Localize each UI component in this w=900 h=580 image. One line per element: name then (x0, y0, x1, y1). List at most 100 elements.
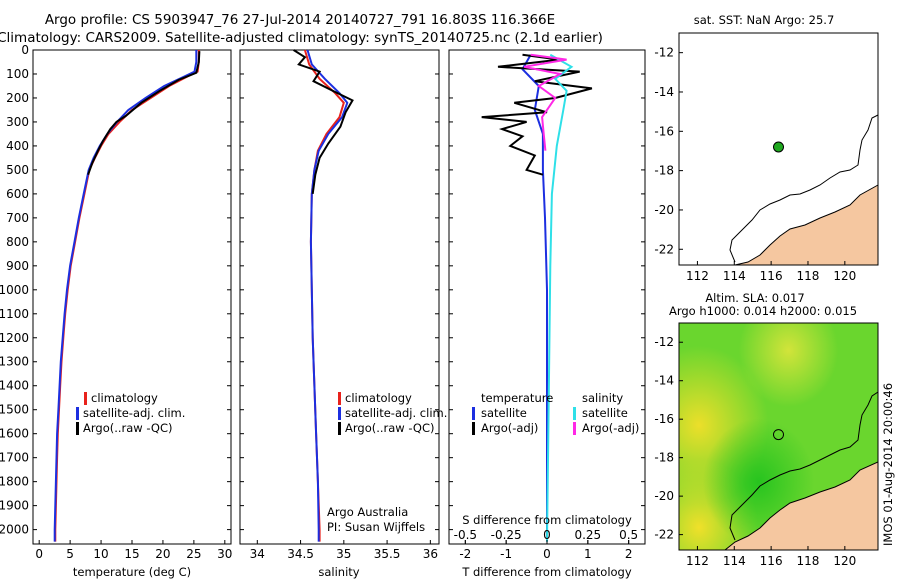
sla-map-isobath (729, 391, 878, 541)
temperature-ytick-label-15: 1500 (0, 403, 29, 417)
salinity-x-tick-label-0: 34 (250, 547, 265, 561)
temperature-x-tick-label-1: 5 (66, 547, 74, 561)
temperature-x-tick-label-0: 0 (35, 547, 43, 561)
sla_map-ytick-label-2: -16 (654, 412, 674, 426)
difference-legend-s-argo: Argo(-adj) (582, 421, 639, 435)
sla_map-ytick-label-1: -14 (654, 374, 674, 388)
temperature-xlabel: temperature (deg C) (73, 565, 191, 579)
temperature-ytick-label-0: 0 (21, 43, 29, 57)
sst-map-float-marker (773, 141, 784, 153)
temperature-ytick-label-19: 1900 (0, 499, 29, 513)
salinity-legend-argo: Argo(..raw -QC) (345, 421, 435, 435)
legend-swatch-t-satellite (472, 407, 475, 420)
temperature-ytick-label-13: 1300 (0, 355, 29, 369)
salinity-xlabel: salinity (318, 565, 359, 579)
sst-map-land (734, 184, 879, 266)
difference-legend: temperature satellite Argo(-adj) salinit… (472, 391, 639, 435)
temperature-ytick-label-6: 600 (6, 187, 29, 201)
sst_map-ytick-label-0: -12 (654, 46, 674, 60)
temperature-ytick-label-11: 1100 (0, 307, 29, 321)
salinity-x-tick-label-1: 34.5 (287, 547, 314, 561)
temperature-ytick-label-16: 1600 (0, 427, 29, 441)
difference-series-0 (521, 54, 548, 542)
difference-x-top-tick-label-2: 0 (543, 528, 551, 542)
temperature-axes-frame (32, 49, 232, 545)
temperature-legend-argo: Argo(..raw -QC) (83, 421, 173, 435)
legend-swatch-s-argo (573, 422, 576, 435)
difference-x-tick-label-3: 1 (584, 547, 592, 561)
sst_map-xtick-label-1: 114 (723, 269, 746, 283)
legend-swatch-argo (338, 422, 341, 435)
sst-map-panel: sat. SST: NaN Argo: 25.7 112 114 116 118 120… (654, 13, 879, 283)
difference-legend-t-argo: Argo(-adj) (481, 421, 538, 435)
temperature-ytick-label-20: 2000 (0, 523, 29, 537)
sla-map-side-label: IMOS 01-Aug-2014 20:00:46 (881, 383, 895, 546)
sst_map-ytick-label-4: -20 (654, 203, 674, 217)
sla_map-ytick-label-5: -22 (654, 528, 674, 542)
sla-map-land (724, 461, 878, 550)
sst_map-ytick-label-2: -16 (654, 124, 674, 138)
salinity-legend-climatology: climatology (345, 391, 412, 405)
difference-series-3 (523, 53, 567, 151)
temperature-x-tick-label-4: 20 (155, 547, 170, 561)
sst_map-ytick-label-1: -14 (654, 85, 674, 99)
sla_map-ytick-label-0: -12 (654, 335, 674, 349)
temperature-ytick-label-9: 900 (6, 259, 29, 273)
difference-x-tick-label-2: 0 (543, 547, 551, 561)
temperature-legend-climatology: climatology (91, 391, 158, 405)
salinity-x-tick-label-3: 35.5 (374, 547, 401, 561)
difference-series-1 (481, 53, 593, 176)
temperature-ytick-label-12: 1200 (0, 331, 29, 345)
difference-x-tick-label-4: 2 (625, 547, 633, 561)
temperature-x-tick-label-2: 10 (93, 547, 108, 561)
temperature-ytick-label-3: 300 (6, 115, 29, 129)
difference-x-tick-label-1: -1 (500, 547, 512, 561)
sla_map-xtick-label-4: 120 (833, 554, 856, 568)
temperature-x-tick-label-5: 25 (186, 547, 201, 561)
legend-swatch-climatology (338, 392, 341, 405)
difference-x-top-tick-label-3: 0.25 (574, 528, 601, 542)
legend-swatch-satellite (76, 407, 79, 420)
figure-title-line1: Argo profile: CS 5903947_76 27-Jul-2014 … (45, 12, 555, 28)
difference-x-top-tick-label-4: 0.5 (619, 528, 638, 542)
legend-swatch-t-argo (472, 422, 475, 435)
temperature-ytick-label-18: 1800 (0, 475, 29, 489)
temperature-ytick-label-10: 1000 (0, 283, 29, 297)
difference-xlabel: T difference from climatology (461, 565, 632, 579)
temperature-ytick-label-2: 200 (6, 91, 29, 105)
sla_map-xtick-label-3: 118 (797, 554, 820, 568)
sst_map-ytick-label-5: -22 (654, 242, 674, 256)
difference-legend-salinity-title: salinity (582, 391, 623, 405)
sla_map-xtick-label-0: 112 (686, 554, 709, 568)
sst_map-xtick-label-2: 116 (760, 269, 783, 283)
temperature-ytick-label-4: 400 (6, 139, 29, 153)
sst-map-isobath (729, 114, 879, 263)
sla_map-ytick-label-4: -20 (654, 489, 674, 503)
difference-x-top-tick-label-1: -0.25 (491, 528, 522, 542)
sla-map-float-marker (773, 429, 784, 441)
temperature-series-0 (54, 50, 200, 542)
salinity-series-0 (303, 49, 345, 542)
sst_map-xtick-label-3: 118 (797, 269, 820, 283)
sla-map-title-line2: Argo h1000: 0.014 h2000: 0.015 (669, 304, 857, 318)
salinity-annotation-line1: Argo Australia (327, 505, 408, 519)
sla_map-xtick-label-2: 116 (760, 554, 783, 568)
temperature-ytick-label-8: 800 (6, 235, 29, 249)
salinity-legend: climatology satellite-adj. clim. Argo(..… (338, 391, 447, 435)
temperature-legend: climatology satellite-adj. clim. Argo(..… (76, 391, 185, 435)
sla-map-panel: Altim. SLA: 0.017 Argo h1000: 0.014 h200… (654, 291, 895, 568)
legend-swatch-climatology (84, 392, 87, 405)
temperature-legend-satellite: satellite-adj. clim. (83, 406, 185, 420)
sla-map-field (679, 323, 878, 550)
difference-legend-t-satellite: satellite (481, 406, 527, 420)
legend-swatch-satellite (338, 407, 341, 420)
sla_map-ytick-label-3: -18 (654, 451, 674, 465)
salinity-legend-satellite: satellite-adj. clim. (345, 406, 447, 420)
temperature-x-tick-label-6: 30 (217, 547, 232, 561)
temperature-ytick-label-17: 1700 (0, 451, 29, 465)
legend-swatch-argo (76, 422, 79, 435)
difference-legend-s-satellite: satellite (582, 406, 628, 420)
sla_map-xtick-label-1: 114 (723, 554, 746, 568)
difference-panel: -2 -1 0 1 2 -0.5 -0.25 0 0.25 0.5 S difference f… (448, 49, 646, 579)
